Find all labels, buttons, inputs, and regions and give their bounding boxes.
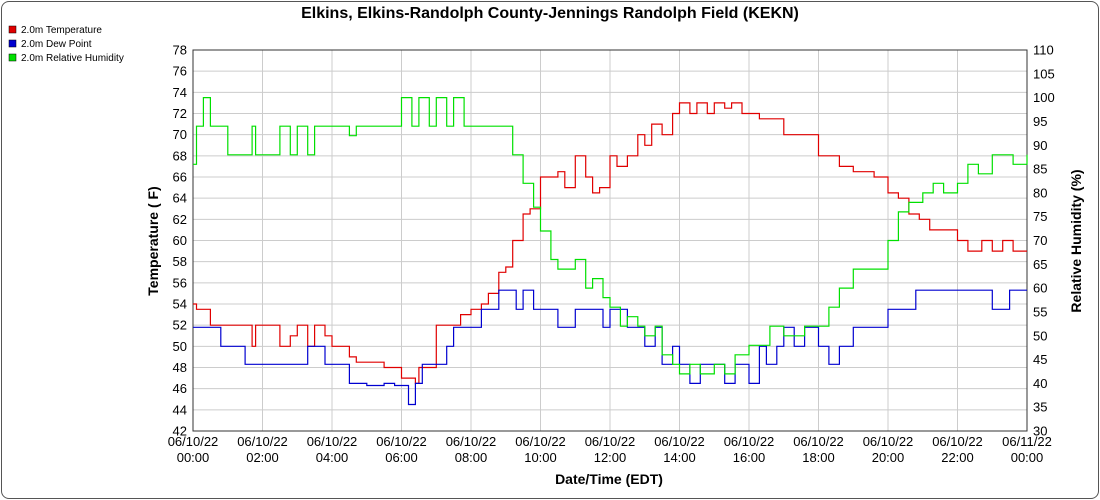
series-line-2-0m-temperature xyxy=(193,102,1027,384)
x-tick-date: 06/10/22 xyxy=(932,434,983,449)
x-tick-date: 06/10/22 xyxy=(793,434,844,449)
y-tick-label: 52 xyxy=(173,318,187,333)
legend-swatch xyxy=(8,39,17,48)
legend: 2.0m Temperature 2.0m Dew Point 2.0m Relat… xyxy=(8,25,124,64)
y-tick-label: 64 xyxy=(173,191,187,206)
y2-tick-label: 30 xyxy=(1033,424,1047,439)
y2-axis-ticks: 30 35 40 45 50 55 60 65 70 75 80 85 90 95 100 105 110 xyxy=(1033,43,1055,439)
y-tick-label: 62 xyxy=(173,212,187,227)
x-tick-time: 08:00 xyxy=(455,450,488,465)
y-tick-label: 44 xyxy=(173,402,187,417)
y2-tick-label: 80 xyxy=(1033,185,1047,200)
x-tick-date: 06/10/22 xyxy=(724,434,775,449)
y2-tick-label: 55 xyxy=(1033,304,1047,319)
y2-tick-label: 60 xyxy=(1033,281,1047,296)
y2-tick-label: 50 xyxy=(1033,328,1047,343)
series-line-2-0m-relative-humidity xyxy=(193,97,1028,375)
y-tick-label: 58 xyxy=(173,254,187,269)
y-tick-label: 50 xyxy=(173,339,187,354)
y-tick-label: 54 xyxy=(173,297,187,312)
x-tick-date: 06/10/22 xyxy=(237,434,288,449)
y2-tick-label: 65 xyxy=(1033,257,1047,272)
y2-tick-label: 70 xyxy=(1033,233,1047,248)
x-tick-date: 06/10/22 xyxy=(376,434,427,449)
y2-tick-label: 45 xyxy=(1033,352,1047,367)
x-tick-date: 06/10/22 xyxy=(168,434,219,449)
y-tick-label: 66 xyxy=(173,170,187,185)
y-tick-label: 70 xyxy=(173,127,187,142)
x-tick-time: 18:00 xyxy=(802,450,835,465)
x-tick-time: 22:00 xyxy=(941,450,974,465)
y2-tick-label: 40 xyxy=(1033,376,1047,391)
x-tick-time: 20:00 xyxy=(872,450,905,465)
x-tick-time: 04:00 xyxy=(316,450,349,465)
y-tick-label: 46 xyxy=(173,381,187,396)
x-tick-time: 02:00 xyxy=(246,450,279,465)
y-axis-title: Temperature ( F) xyxy=(145,186,161,295)
y-tick-label: 60 xyxy=(173,233,187,248)
y2-tick-label: 95 xyxy=(1033,114,1047,129)
y2-tick-label: 35 xyxy=(1033,400,1047,415)
y2-axis-title: Relative Humidity (%) xyxy=(1068,169,1084,312)
x-tick-time: 16:00 xyxy=(733,450,766,465)
y-tick-label: 48 xyxy=(173,360,187,375)
x-tick-time: 14:00 xyxy=(663,450,696,465)
x-tick-date: 06/10/22 xyxy=(654,434,705,449)
x-tick-date: 06/10/22 xyxy=(515,434,566,449)
y2-tick-label: 85 xyxy=(1033,162,1047,177)
y-tick-label: 76 xyxy=(173,64,187,79)
x-tick-time: 12:00 xyxy=(594,450,627,465)
y-tick-label: 68 xyxy=(173,148,187,163)
x-tick-time: 00:00 xyxy=(1011,450,1044,465)
legend-label: 2.0m Relative Humidity xyxy=(21,53,124,64)
y2-tick-label: 105 xyxy=(1033,66,1055,81)
y-tick-label: 42 xyxy=(173,424,187,439)
plot-area xyxy=(192,49,1028,432)
y-tick-label: 74 xyxy=(173,85,187,100)
x-tick-time: 00:00 xyxy=(177,450,210,465)
x-tick-date: 06/11/22 xyxy=(1002,434,1052,449)
legend-swatch xyxy=(8,53,17,62)
x-tick-date: 06/10/22 xyxy=(863,434,914,449)
y-tick-label: 56 xyxy=(173,275,187,290)
y2-tick-label: 90 xyxy=(1033,138,1047,153)
chart-title: Elkins, Elkins-Randolph County-Jennings … xyxy=(301,5,799,22)
legend-swatch xyxy=(8,25,17,34)
y-tick-label: 78 xyxy=(173,43,187,58)
legend-label: 2.0m Temperature xyxy=(21,25,102,36)
x-tick-date: 06/10/22 xyxy=(585,434,636,449)
y2-tick-label: 100 xyxy=(1033,90,1055,105)
y-tick-label: 72 xyxy=(173,106,187,121)
y2-tick-label: 110 xyxy=(1033,43,1054,58)
x-tick-date: 06/10/22 xyxy=(446,434,497,449)
x-tick-time: 06:00 xyxy=(385,450,418,465)
series-layer xyxy=(193,97,1028,406)
legend-label: 2.0m Dew Point xyxy=(21,39,92,50)
x-tick-date: 06/10/22 xyxy=(307,434,358,449)
grid xyxy=(192,49,1028,432)
y2-tick-label: 75 xyxy=(1033,209,1047,224)
series-line-2-0m-dew-point xyxy=(193,289,1027,406)
x-axis-ticks: 06/10/2200:0006/10/2202:0006/10/2204:000… xyxy=(168,434,1052,465)
y-axis-ticks: 42 44 46 48 50 52 54 56 58 60 62 64 66 68 70 72 74 76 78 xyxy=(173,43,187,439)
x-axis-title: Date/Time (EDT) xyxy=(555,471,663,487)
x-tick-time: 10:00 xyxy=(524,450,557,465)
